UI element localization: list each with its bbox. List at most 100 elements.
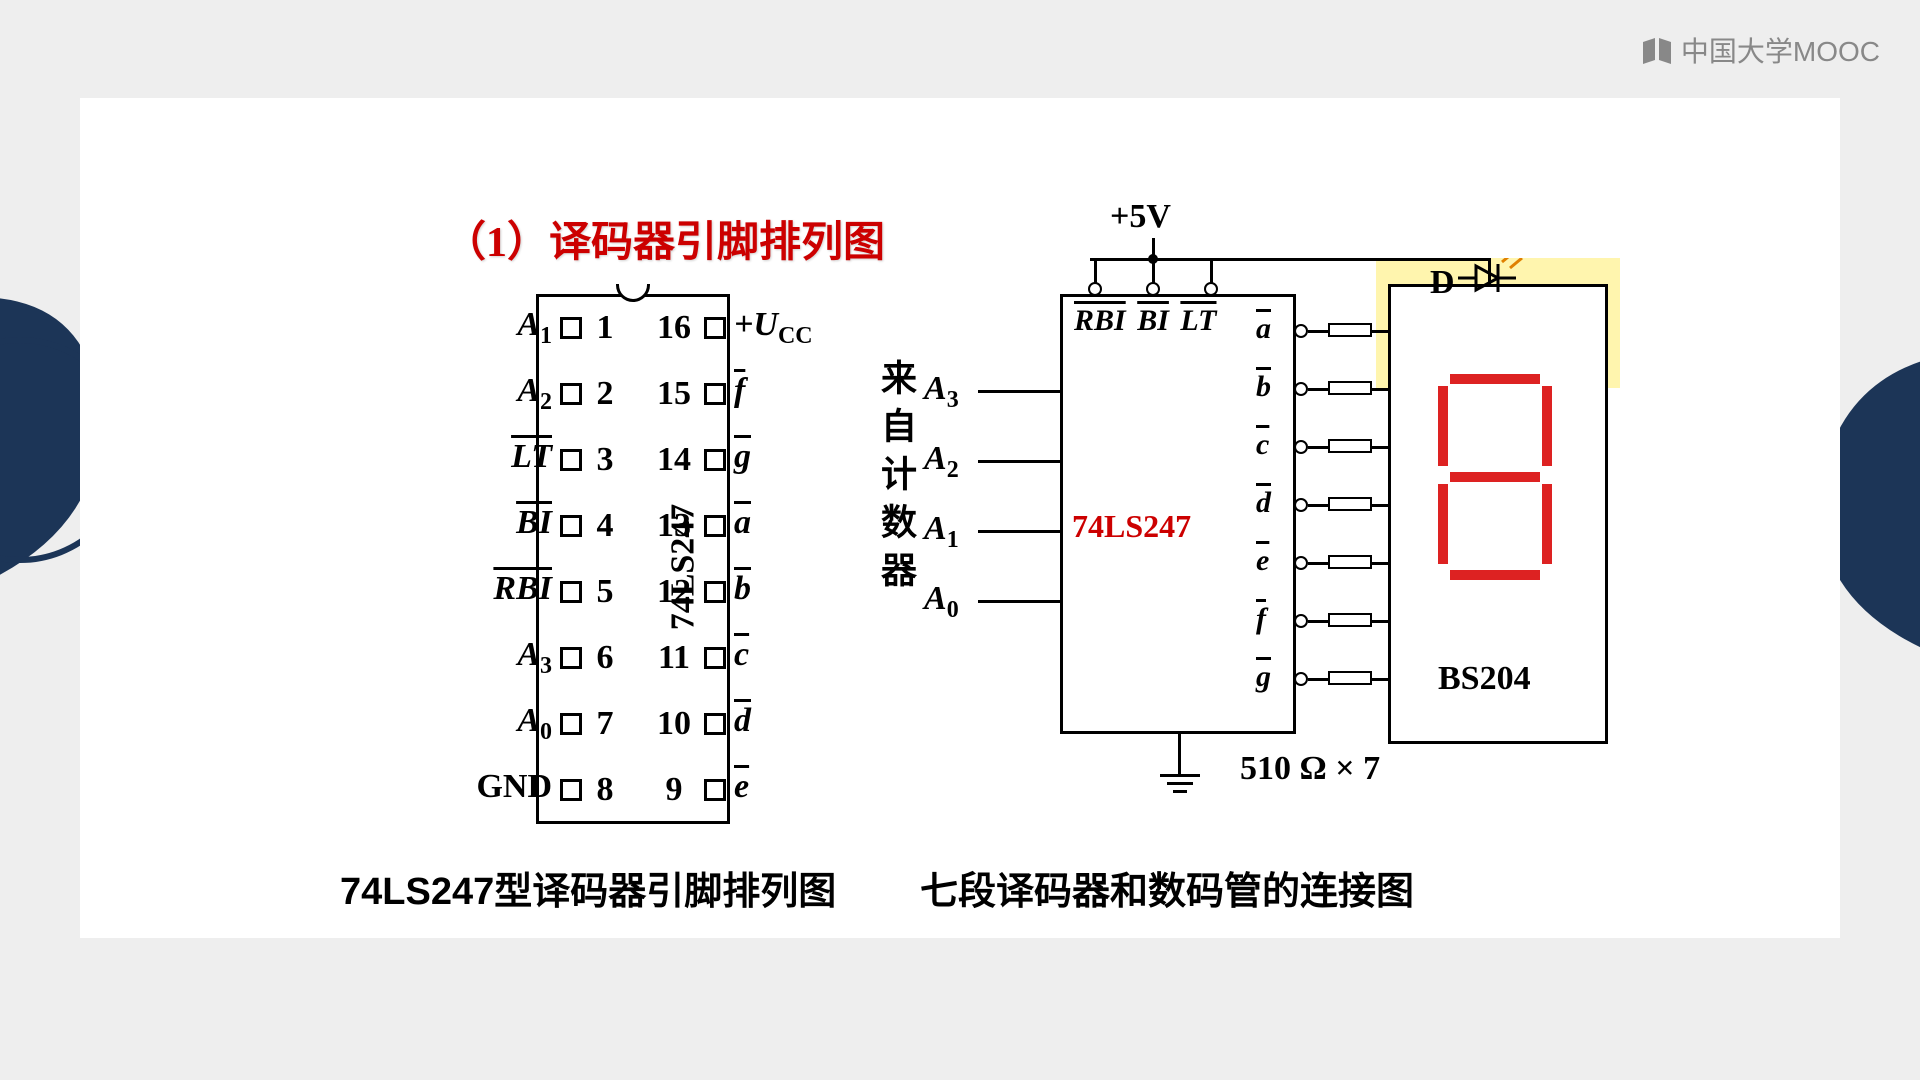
- pin-right-15: 15 f: [650, 374, 870, 414]
- output-label: g: [1256, 660, 1271, 694]
- wire: [978, 530, 1060, 533]
- inverted-output-bubble: [1294, 382, 1308, 396]
- pin-number: 14: [650, 441, 698, 479]
- pin-number: 9: [650, 771, 698, 809]
- watermark: 中国大学MOOC: [1641, 30, 1880, 70]
- pin-label: +UCC: [734, 306, 813, 350]
- wire: [1160, 774, 1200, 777]
- pin-label: LT: [511, 438, 552, 482]
- pin-number: 13: [650, 507, 698, 545]
- resistor: [1328, 671, 1372, 685]
- display-name: BS204: [1438, 660, 1531, 698]
- pin-right-11: 11 c: [650, 638, 870, 678]
- wire: [978, 460, 1060, 463]
- pin-box: [560, 317, 582, 339]
- resistor: [1328, 555, 1372, 569]
- pin-number: 3: [588, 441, 622, 479]
- wire: [1308, 504, 1328, 507]
- resistor: [1328, 381, 1372, 395]
- wire: [1167, 782, 1193, 785]
- input-label: A1: [924, 510, 959, 554]
- pin-box: [704, 647, 726, 669]
- pin-left-2: A2 2: [422, 374, 622, 414]
- pin-box: [560, 713, 582, 735]
- input-label: A3: [924, 370, 959, 414]
- diode-label: D: [1430, 264, 1455, 302]
- pin-number: 7: [588, 705, 622, 743]
- pin-right-10: 10 d: [650, 704, 870, 744]
- output-label: e: [1256, 544, 1269, 578]
- resistor-label: 510 Ω × 7: [1240, 750, 1380, 788]
- top-input-labels: RBI BI LT: [1074, 304, 1217, 338]
- pin-number: 1: [588, 309, 622, 347]
- pin-left-8: GND 8: [422, 770, 622, 810]
- pin-box: [560, 515, 582, 537]
- pin-label: b: [734, 570, 751, 614]
- output-label: c: [1256, 428, 1269, 462]
- pin-number: 15: [650, 375, 698, 413]
- pin-box: [704, 449, 726, 471]
- decoder-name: 74LS247: [1072, 508, 1191, 545]
- pin-box: [704, 317, 726, 339]
- pin-number: 10: [650, 705, 698, 743]
- circuit-caption: 七段译码器和数码管的连接图: [920, 860, 1414, 915]
- inverted-output-bubble: [1294, 498, 1308, 512]
- pin-label: e: [734, 768, 749, 812]
- pin-label: g: [734, 438, 751, 482]
- resistor: [1328, 439, 1372, 453]
- content-area: （1）译码器引脚排列图 74LS247 A1 1 A2 2 LT 3 BI 4 …: [80, 98, 1840, 938]
- wire: [1308, 446, 1328, 449]
- wire: [1308, 562, 1328, 565]
- pin-left-3: LT 3: [422, 440, 622, 480]
- pin-label: A0: [517, 702, 552, 746]
- output-label: b: [1256, 370, 1271, 404]
- pin-label: a: [734, 504, 751, 548]
- pin-label: d: [734, 702, 751, 746]
- seg-d: [1450, 570, 1540, 580]
- section-title: （1）译码器引脚排列图: [444, 208, 885, 269]
- seg-g: [1450, 472, 1540, 482]
- seg-a: [1450, 374, 1540, 384]
- pin-box: [560, 449, 582, 471]
- pin-number: 12: [650, 573, 698, 611]
- pin-number: 6: [588, 639, 622, 677]
- pin-box: [560, 779, 582, 801]
- wire: [978, 600, 1060, 603]
- output-label: a: [1256, 312, 1271, 346]
- chip-caption: 74LS247型译码器引脚排列图: [340, 860, 836, 915]
- wire: [1173, 790, 1187, 793]
- side-inputs-title: 来自计数器: [870, 359, 922, 599]
- pin-right-16: 16 +UCC: [650, 308, 870, 348]
- seg-c: [1542, 484, 1552, 564]
- output-label: d: [1256, 486, 1271, 520]
- circuit-diagram: +5V RBI BI LT 74LS247 来自计数器 A3 A2 A1 A0: [890, 204, 1610, 864]
- pin-number: 2: [588, 375, 622, 413]
- pin-left-7: A0 7: [422, 704, 622, 744]
- pin-label: GND: [476, 768, 552, 812]
- inverted-output-bubble: [1294, 440, 1308, 454]
- inverted-output-bubble: [1294, 672, 1308, 686]
- resistor: [1328, 323, 1372, 337]
- output-label: f: [1256, 602, 1266, 636]
- pin-number: 16: [650, 309, 698, 347]
- pin-label: A2: [517, 372, 552, 416]
- pin-number: 4: [588, 507, 622, 545]
- inverted-output-bubble: [1294, 324, 1308, 338]
- wire: [1308, 388, 1328, 391]
- pin-box: [704, 779, 726, 801]
- seg-b: [1542, 386, 1552, 466]
- input-label: A2: [924, 440, 959, 484]
- pin-label: RBI: [493, 570, 552, 614]
- resistor: [1328, 497, 1372, 511]
- pin-number: 5: [588, 573, 622, 611]
- pin-box: [560, 383, 582, 405]
- wire: [1178, 734, 1181, 774]
- pin-box: [560, 581, 582, 603]
- inverted-output-bubble: [1294, 556, 1308, 570]
- pin-left-5: RBI 5: [422, 572, 622, 612]
- led-icon: [1458, 258, 1528, 298]
- pin-label: A3: [517, 636, 552, 680]
- resistor: [1328, 613, 1372, 627]
- inverted-output-bubble: [1294, 614, 1308, 628]
- pin-right-14: 14 g: [650, 440, 870, 480]
